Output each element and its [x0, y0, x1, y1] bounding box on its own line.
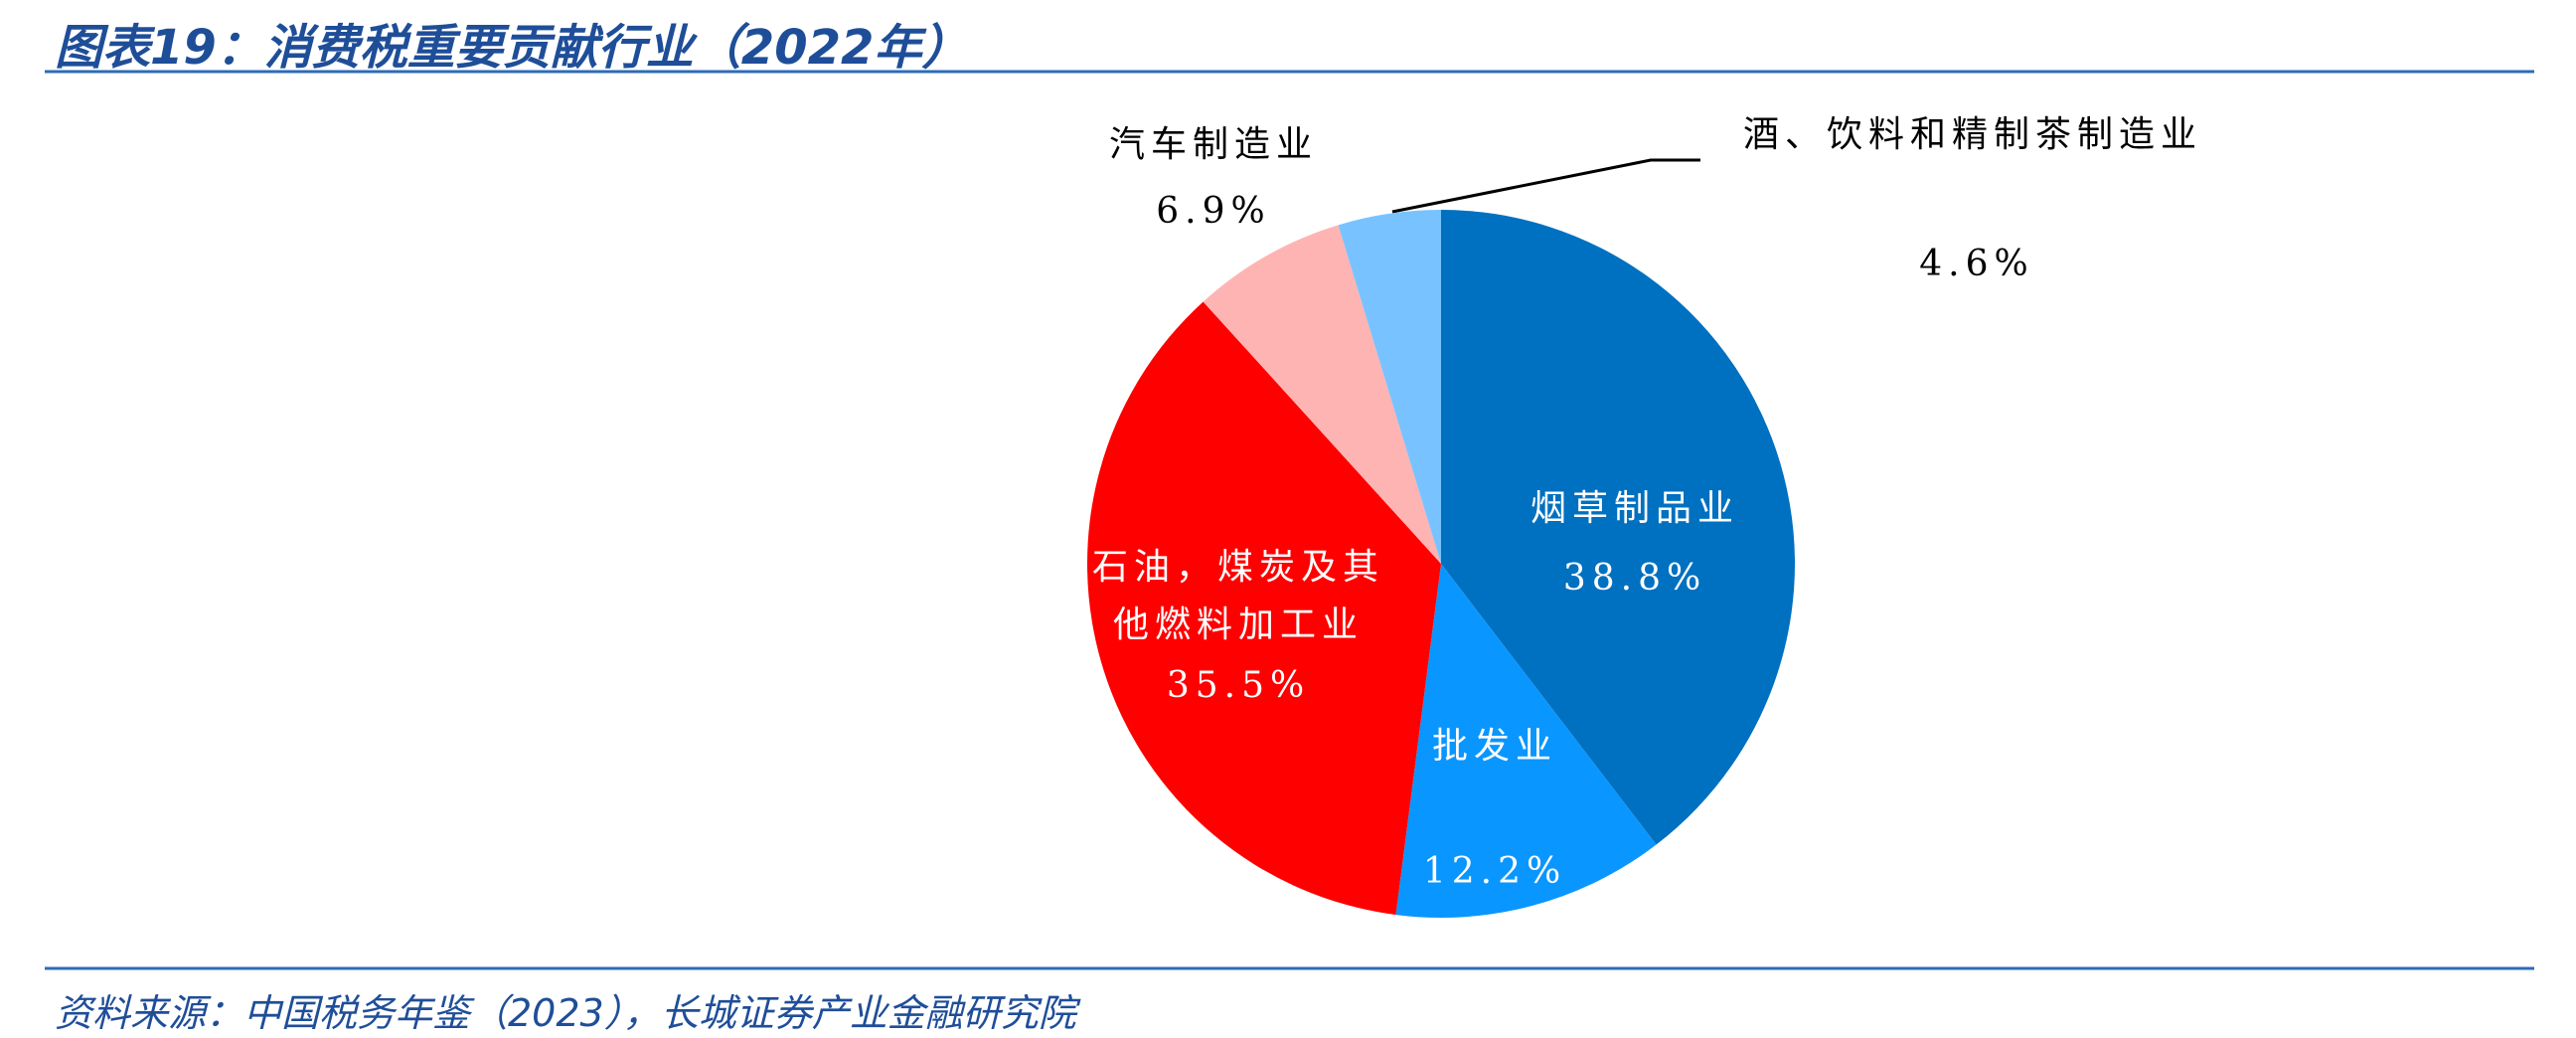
pie-slice: [1395, 564, 1657, 918]
slice-label: 酒、饮料和精制茶制造业: [1742, 114, 2203, 155]
value-label: 6.9%: [1156, 191, 1271, 232]
value-label: 38.8%: [1562, 558, 1707, 599]
pie-slice: [1203, 225, 1441, 565]
slice-label: 批发业: [1431, 726, 1558, 767]
chart-title: 图表19：消费税重要贡献行业（2022年）: [55, 20, 970, 76]
source-note: 资料来源：中国税务年鉴（2023），长城证券产业金融研究院: [55, 991, 1076, 1035]
slice-label: 石油，煤炭及其他燃料加工业: [1091, 547, 1384, 645]
value-label: 12.2%: [1422, 851, 1567, 892]
slice-label: 烟草制品业: [1530, 488, 1740, 529]
slice-label: 汽车制造业: [1108, 124, 1319, 165]
pie-slice: [1086, 301, 1441, 916]
value-label: 35.5%: [1166, 665, 1311, 706]
pie-slice: [1441, 210, 1795, 845]
leader-line: [1391, 158, 1700, 214]
value-label: 4.6%: [1919, 244, 2034, 284]
pie-slice: [1338, 210, 1441, 564]
